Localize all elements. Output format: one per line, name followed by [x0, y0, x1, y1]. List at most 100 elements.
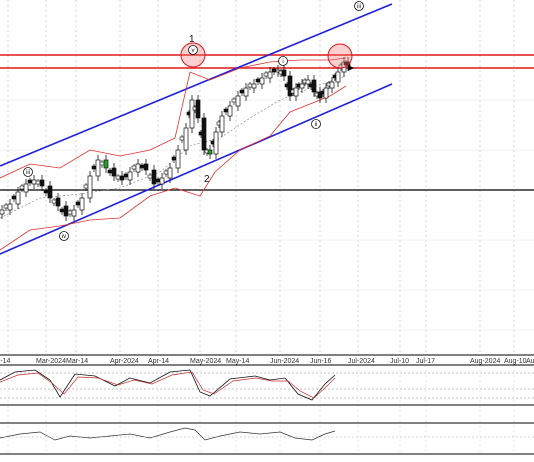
candle-body — [167, 167, 173, 179]
candle-body — [287, 75, 293, 97]
stochastic-d-line — [0, 371, 336, 399]
candle-body — [159, 177, 165, 185]
x-tick-label: Jun-16 — [310, 358, 332, 365]
wave-circle-marker-label: v — [192, 48, 195, 54]
highlight-circle-wave-1 — [180, 42, 206, 68]
candle-body — [183, 127, 189, 151]
candle-body — [59, 208, 65, 213]
candle-body — [223, 108, 229, 113]
candle-body — [19, 185, 25, 190]
x-tick-label: Aug-10 — [504, 358, 527, 365]
highlight-circle-current — [327, 43, 353, 69]
candle-body — [227, 105, 233, 117]
x-tick-label: r-14 — [0, 358, 11, 365]
candle-body — [15, 191, 21, 205]
wave-circle-marker-label: iii — [357, 4, 361, 10]
candle-body — [151, 169, 157, 185]
wave-circle-marker — [59, 231, 69, 241]
candle-body — [135, 163, 141, 173]
oscillator-lines — [0, 369, 534, 441]
wave-circle-marker-label: ii — [315, 122, 318, 128]
candle-body — [119, 175, 125, 181]
candle-body — [139, 164, 145, 169]
candle-body — [155, 178, 161, 183]
candle-body — [55, 197, 61, 207]
candle-body — [7, 203, 13, 211]
candle-body — [95, 159, 101, 177]
candle-body — [335, 71, 341, 83]
wave-circle-marker — [311, 119, 321, 129]
candle-body — [329, 81, 335, 89]
candle-body — [239, 89, 245, 94]
candle-body — [3, 204, 9, 209]
candle-body — [83, 184, 89, 189]
candle-body — [79, 197, 85, 211]
momentum-line — [0, 427, 336, 441]
candle-body — [107, 169, 113, 174]
candle-body — [259, 77, 265, 85]
x-tick-label: Jul-10 — [390, 358, 409, 365]
x-tick-label: Jul-17 — [416, 358, 435, 365]
candle-body — [247, 83, 253, 88]
candles — [0, 57, 351, 221]
x-tick-label: Jul-2024 — [348, 358, 375, 365]
candle-body — [23, 183, 29, 193]
candle-body — [263, 72, 269, 77]
candle-body — [281, 69, 287, 77]
candle-body — [47, 185, 53, 199]
x-tick-label: May-2024 — [190, 358, 221, 365]
candle-body — [0, 209, 5, 215]
candle-body — [267, 71, 273, 79]
candle-body — [115, 175, 121, 180]
candle-body — [323, 87, 329, 99]
candle-body — [75, 201, 81, 206]
candle-body — [305, 79, 311, 85]
candle-body — [127, 171, 133, 181]
bollinger-lower — [0, 85, 347, 251]
wave-circle-marker-label: iv — [62, 234, 66, 240]
candle-body — [171, 156, 177, 161]
candle-body — [99, 161, 105, 166]
x-tick-label: Jun-2024 — [270, 358, 299, 365]
wave-circle-marker — [354, 1, 364, 11]
candle-body — [123, 173, 129, 178]
candle-body — [103, 159, 109, 169]
candle-body — [91, 165, 97, 170]
candle-body — [131, 165, 137, 170]
candle-body — [189, 99, 195, 129]
candle-body — [311, 79, 317, 93]
candle-body — [147, 174, 153, 179]
candle-body — [71, 209, 77, 217]
candle-body — [213, 131, 219, 155]
candle-body — [293, 87, 299, 97]
price-arrow-marker — [348, 65, 354, 71]
stochastic-k-line — [0, 369, 336, 401]
wave-label-2: 2 — [204, 174, 210, 185]
candle-body — [235, 95, 241, 107]
candle-body — [271, 68, 277, 73]
candle-body — [207, 149, 213, 155]
x-tick-label: Au — [526, 358, 534, 365]
x-tick-label: Mar-2024 — [36, 358, 66, 365]
candle-body — [63, 205, 69, 217]
candle-body — [43, 189, 49, 194]
x-tick-label: Aug-2024 — [470, 358, 500, 365]
candle-body — [243, 87, 249, 97]
candle-body — [255, 78, 261, 83]
wave-circle-marker — [188, 45, 198, 55]
candle-body — [143, 163, 149, 171]
candle-body — [195, 99, 201, 119]
wave-circle-marker-label: i — [282, 59, 283, 65]
candle-body — [111, 167, 117, 177]
x-tick-label: Apr-2024 — [110, 358, 139, 365]
candle-body — [179, 136, 185, 141]
channel-upper-line — [0, 3, 393, 167]
x-tick-label: May-14 — [226, 358, 249, 365]
candle-body — [251, 83, 257, 89]
wave-circle-marker — [278, 56, 288, 66]
wave-circle-marker-label: iii — [26, 170, 30, 176]
candle-body — [31, 179, 37, 185]
candle-body — [67, 210, 73, 215]
